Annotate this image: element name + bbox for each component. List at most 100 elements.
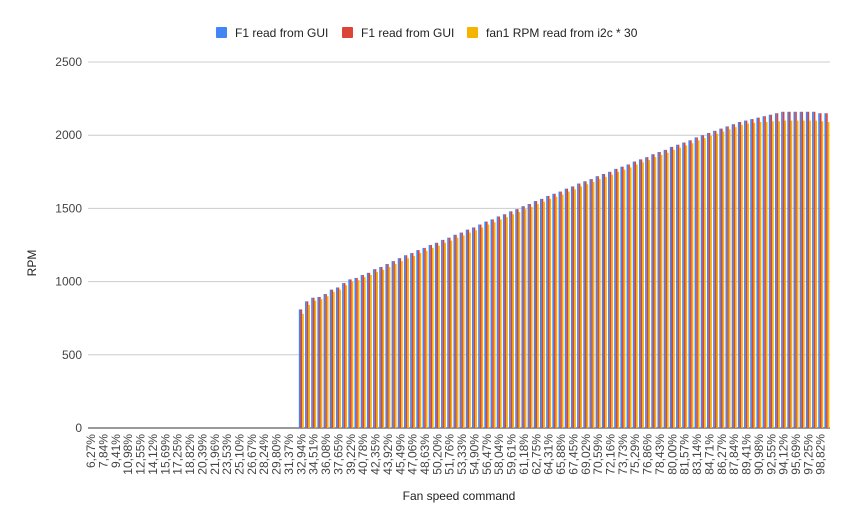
bar-series-3 <box>469 232 471 428</box>
x-tick-label: 86,27% <box>715 434 729 475</box>
bar-series-1 <box>589 179 592 428</box>
bar-series-2 <box>393 261 395 428</box>
bar-series-1 <box>595 176 598 428</box>
x-tick-label: 14,12% <box>146 434 160 475</box>
legend-swatch-2 <box>342 27 353 38</box>
bar-series-2 <box>739 122 742 429</box>
bar-series-1 <box>459 232 462 428</box>
x-tick-label: 80,00% <box>665 434 679 475</box>
bar-series-2 <box>764 116 766 429</box>
bar-series-3 <box>450 240 453 428</box>
bar-series-2 <box>609 171 612 429</box>
bar-series-3 <box>716 133 719 429</box>
bar-series-3 <box>549 198 552 428</box>
bar-series-1 <box>682 142 684 428</box>
bar-series-1 <box>700 135 703 428</box>
bar-series-3 <box>666 152 669 428</box>
bar-series-3 <box>382 269 385 428</box>
bar-series-2 <box>745 120 748 428</box>
bar-series-3 <box>809 120 811 428</box>
x-tick-label: 23,53% <box>220 434 234 475</box>
bar-series-2 <box>399 258 402 428</box>
bar-series-3 <box>314 300 317 428</box>
bar-series-1 <box>441 239 443 428</box>
bar-series-3 <box>302 313 304 428</box>
bar-series-3 <box>778 121 780 428</box>
bar-series-3 <box>685 145 688 428</box>
x-tick-label: 39,22% <box>344 434 358 475</box>
bar-series-3 <box>803 120 805 428</box>
bar-series-1 <box>348 279 350 428</box>
bar-series-3 <box>605 176 607 428</box>
bar-series-2 <box>504 214 507 428</box>
bar-series-3 <box>363 277 366 428</box>
bar-series-2 <box>380 266 383 428</box>
bar-series-2 <box>646 157 649 428</box>
bar-series-2 <box>733 124 735 428</box>
bar-series-3 <box>425 250 428 428</box>
x-tick-label: 7,84% <box>96 434 110 468</box>
bar-series-1 <box>676 144 678 428</box>
bar-series-1 <box>793 111 796 428</box>
y-tick-label: 1500 <box>55 201 82 215</box>
bar-series-3 <box>530 206 533 428</box>
bar-series-2 <box>405 255 408 428</box>
bar-series-2 <box>566 188 569 428</box>
bar-series-3 <box>611 174 613 428</box>
x-tick-label: 20,39% <box>195 434 209 475</box>
x-tick-label: 65,88% <box>554 434 568 475</box>
bar-series-1 <box>626 164 629 429</box>
bar-series-3 <box>333 291 335 428</box>
bar-series-1 <box>787 111 789 428</box>
bar-series-2 <box>819 113 822 429</box>
bar-series-3 <box>444 242 447 428</box>
bar-series-2 <box>677 144 680 428</box>
bar-series-1 <box>774 113 777 429</box>
bar-series-1 <box>515 209 517 428</box>
bar-series-1 <box>805 111 808 428</box>
bar-series-1 <box>490 219 493 428</box>
bar-series-1 <box>397 258 400 428</box>
x-tick-label: 51,76% <box>443 434 457 475</box>
bar-series-2 <box>751 119 754 428</box>
bar-series-2 <box>473 227 476 428</box>
bar-series-1 <box>694 137 697 428</box>
bar-series-2 <box>795 111 797 428</box>
bar-series-1 <box>471 227 474 428</box>
bar-series-1 <box>453 234 456 428</box>
bar-series-3 <box>704 138 706 428</box>
x-tick-label: 61,18% <box>517 434 531 475</box>
bar-series-2 <box>708 133 711 428</box>
bar-series-2 <box>516 209 519 428</box>
bar-series-2 <box>374 269 377 428</box>
bar-series-2 <box>671 146 674 428</box>
bar-series-2 <box>523 206 525 428</box>
bar-series-2 <box>603 174 606 428</box>
bar-series-3 <box>481 227 484 428</box>
x-tick-label: 12,55% <box>134 434 148 475</box>
bar-series-2 <box>541 198 544 428</box>
bar-series-2 <box>659 152 661 429</box>
bar-series-2 <box>720 128 723 429</box>
x-tick-label: 64,31% <box>542 434 556 475</box>
bar-series-2 <box>411 253 414 428</box>
y-tick-label: 1000 <box>55 275 82 289</box>
x-tick-label: 18,82% <box>183 434 197 475</box>
bar-series-1 <box>768 114 771 428</box>
bar-series-1 <box>385 264 388 428</box>
bar-series-2 <box>628 164 630 429</box>
bar-series-1 <box>799 111 802 428</box>
bar-series-1 <box>428 245 431 428</box>
bar-series-3 <box>574 189 576 428</box>
x-tick-label: 98,82% <box>814 434 828 475</box>
bar-series-3 <box>636 164 638 429</box>
bar-series-1 <box>713 130 715 428</box>
bar-series-1 <box>737 122 740 429</box>
x-axis-ticks: 6,27%7,84%9,41%10,98%12,55%14,12%15,69%1… <box>84 434 828 475</box>
bar-series-3 <box>728 129 731 428</box>
bar-series-1 <box>762 116 765 429</box>
bar-series-1 <box>366 272 369 428</box>
x-tick-label: 90,98% <box>752 434 766 475</box>
bar-series-1 <box>311 297 313 428</box>
bar-series-3 <box>741 124 743 428</box>
